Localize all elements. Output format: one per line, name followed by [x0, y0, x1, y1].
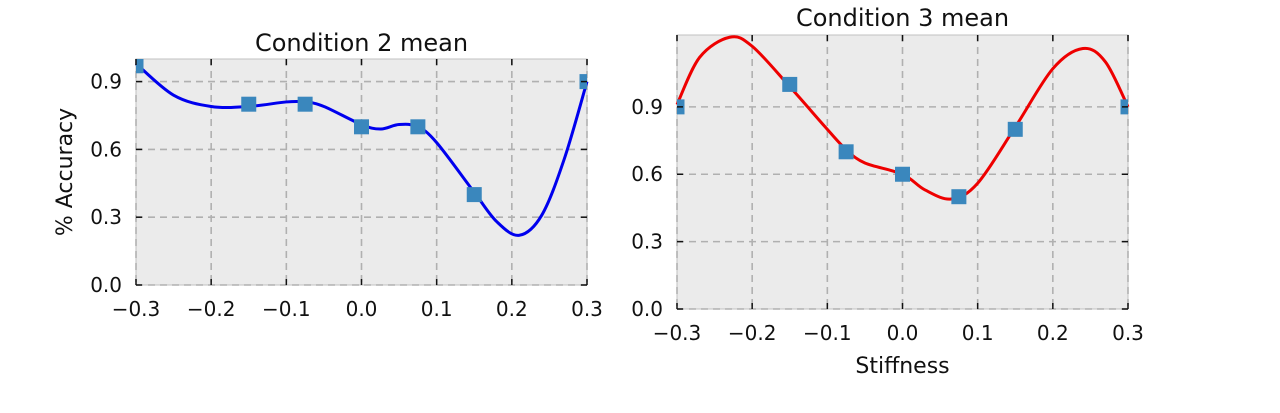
data-point — [466, 187, 482, 203]
y-tick-label: 0.0 — [90, 273, 122, 297]
tick-layer: −0.3 −0.2 −0.1 0.0 0.1 0.2 0.3 0.0 0.3 0.6 0.9 — [90, 59, 603, 321]
y-tick-label: 0.6 — [90, 137, 122, 161]
x-tick-label: 0.1 — [962, 321, 994, 345]
x-tick-label: 0.3 — [1112, 321, 1144, 345]
data-point — [136, 59, 144, 74]
x-tick-label: 0.2 — [1037, 321, 1069, 345]
x-tick-label: 0.3 — [571, 297, 603, 321]
x-axis-label: Stiffness — [855, 354, 949, 379]
chart-title: Condition 3 mean — [796, 4, 1009, 32]
tick-layer: −0.3 −0.2 −0.1 0.0 0.1 0.2 0.3 0.0 0.3 0.6 0.9 — [631, 35, 1144, 345]
x-tick-label: −0.3 — [112, 297, 161, 321]
chart-title: Condition 2 mean — [255, 29, 468, 57]
x-tick-label: 0.0 — [887, 321, 919, 345]
y-tick-label: 0.3 — [90, 205, 122, 229]
y-tick-label: 0.9 — [631, 95, 663, 119]
grid — [135, 59, 588, 286]
x-tick-label: −0.1 — [262, 297, 311, 321]
chart-condition-3: −0.3 −0.2 −0.1 0.0 0.1 0.2 0.3 0.0 0.3 0.6 0.9 Con… — [631, 4, 1144, 379]
data-point — [782, 76, 798, 92]
data-point — [895, 166, 910, 182]
y-tick-label: 0.0 — [631, 297, 663, 321]
y-axis-label: % Accuracy — [53, 108, 78, 236]
data-point — [951, 189, 967, 205]
data-point — [838, 144, 854, 160]
x-tick-label: −0.2 — [187, 297, 236, 321]
data-point — [241, 96, 257, 112]
x-tick-label: 0.2 — [496, 297, 528, 321]
data-point — [410, 119, 426, 135]
x-tick-label: −0.1 — [803, 321, 852, 345]
x-tick-label: 0.0 — [346, 297, 378, 321]
data-point — [354, 119, 369, 135]
x-tick-label: 0.1 — [421, 297, 453, 321]
chart-condition-2: −0.3 −0.2 −0.1 0.0 0.1 0.2 0.3 0.0 0.3 0.6 0.9 Con… — [53, 29, 603, 321]
x-tick-label: −0.2 — [728, 321, 777, 345]
data-point — [297, 96, 313, 112]
y-tick-label: 0.9 — [90, 70, 122, 94]
y-tick-label: 0.6 — [631, 162, 663, 186]
x-tick-label: −0.3 — [653, 321, 702, 345]
y-tick-label: 0.3 — [631, 230, 663, 254]
data-point — [1007, 121, 1023, 137]
